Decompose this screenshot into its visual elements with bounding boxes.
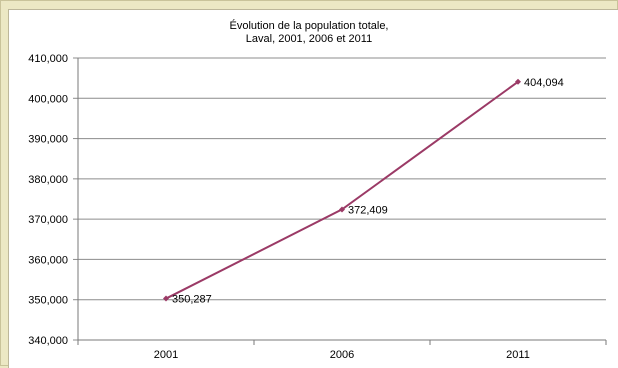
x-tick-label: 2011 bbox=[506, 349, 530, 361]
data-label: 372,409 bbox=[348, 204, 388, 216]
y-tick-label: 360,000 bbox=[28, 254, 68, 266]
chart-panel bbox=[8, 9, 618, 368]
y-tick-label: 380,000 bbox=[28, 174, 68, 186]
x-tick-label: 2006 bbox=[330, 349, 354, 361]
x-tick-label: 2001 bbox=[154, 349, 178, 361]
data-point bbox=[515, 78, 521, 85]
chart-title-line-2: Laval, 2001, 2006 et 2011 bbox=[245, 33, 373, 45]
chart-title-line-1: Évolution de la population totale, bbox=[229, 20, 389, 32]
data-point bbox=[163, 295, 169, 302]
y-tick-label: 350,000 bbox=[28, 295, 68, 307]
y-tick-label: 390,000 bbox=[28, 134, 68, 146]
data-point bbox=[339, 206, 345, 213]
series-line bbox=[165, 80, 519, 300]
y-tick-label: 340,000 bbox=[28, 335, 68, 347]
y-tick-label: 400,000 bbox=[28, 93, 68, 105]
data-label: 350,287 bbox=[172, 294, 212, 306]
y-tick-label: 410,000 bbox=[28, 53, 68, 65]
y-tick-label: 370,000 bbox=[28, 214, 68, 226]
data-label: 404,094 bbox=[524, 77, 564, 89]
